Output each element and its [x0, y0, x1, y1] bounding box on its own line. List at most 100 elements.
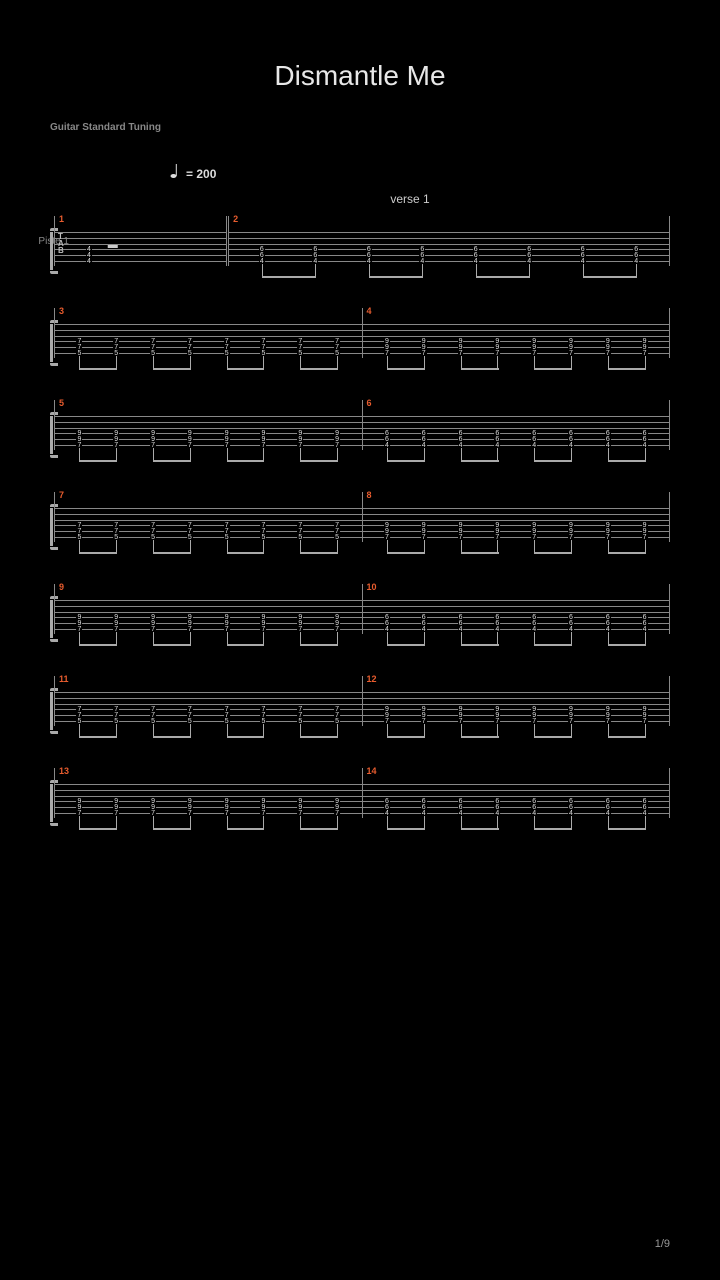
- beam: [461, 552, 499, 554]
- beat: 664: [455, 416, 467, 462]
- beat: 664: [363, 232, 375, 278]
- beat: 997: [147, 416, 159, 462]
- beam: [387, 368, 425, 370]
- beat: 775: [257, 324, 269, 370]
- beam: [153, 368, 191, 370]
- beat: 997: [491, 508, 503, 554]
- beam: [153, 552, 191, 554]
- beam: [227, 736, 264, 738]
- beat: 664: [523, 232, 535, 278]
- beam: [227, 828, 264, 830]
- beat: 997: [602, 508, 614, 554]
- measure: 7775775775775775775775775: [54, 492, 362, 542]
- beam: [387, 460, 425, 462]
- beat: 775: [221, 692, 233, 738]
- beat: 664: [528, 416, 540, 462]
- beat: 997: [602, 324, 614, 370]
- measure: 5997997997997997997997997: [54, 400, 362, 450]
- beam: [535, 368, 572, 370]
- beat: 664: [455, 600, 467, 646]
- beat: 775: [73, 692, 85, 738]
- beat: 997: [294, 416, 306, 462]
- beam: [153, 644, 191, 646]
- beat: 997: [221, 784, 233, 830]
- tempo-row: = 200: [170, 163, 670, 184]
- tuning-label: Guitar Standard Tuning: [50, 122, 670, 133]
- measure: 2664664664664664664664664: [226, 216, 670, 266]
- beat: 664: [639, 600, 651, 646]
- beat: 997: [221, 600, 233, 646]
- beat: 997: [381, 692, 393, 738]
- beam: [387, 828, 425, 830]
- measure: 9997997997997997997997997: [54, 584, 362, 634]
- beat: 664: [309, 232, 321, 278]
- beat: 997: [565, 324, 577, 370]
- beam: [387, 736, 425, 738]
- beat: 664: [602, 600, 614, 646]
- tab-system: 9997997997997997997997997106646646646646…: [50, 584, 670, 634]
- measure: 10664664664664664664664664: [362, 584, 671, 634]
- beat: 997: [565, 692, 577, 738]
- beam: [583, 276, 637, 278]
- beat: 997: [73, 600, 85, 646]
- beam: [227, 368, 264, 370]
- beat: 664: [470, 232, 482, 278]
- beam: [300, 368, 338, 370]
- beat: 664: [381, 600, 393, 646]
- beat: 997: [455, 692, 467, 738]
- beam: [461, 460, 499, 462]
- beat: 775: [331, 692, 343, 738]
- beam: [300, 828, 338, 830]
- beat: 997: [455, 324, 467, 370]
- beat: 664: [381, 784, 393, 830]
- beat: 775: [257, 508, 269, 554]
- bar-number: 5: [59, 398, 64, 408]
- beat: 664: [565, 416, 577, 462]
- measure: 3775775775775775775775775: [54, 308, 362, 358]
- beat: 997: [110, 416, 122, 462]
- beat: 997: [221, 416, 233, 462]
- beam: [461, 644, 499, 646]
- beam: [300, 644, 338, 646]
- beam: [387, 552, 425, 554]
- beat: 664: [491, 600, 503, 646]
- beam: [79, 736, 117, 738]
- bar-number: 10: [367, 582, 377, 592]
- beat: 997: [528, 692, 540, 738]
- beat: 997: [455, 508, 467, 554]
- bar-number: 7: [59, 490, 64, 500]
- beat: 775: [110, 324, 122, 370]
- beat: 997: [73, 416, 85, 462]
- beat: 664: [639, 784, 651, 830]
- beat: 664: [416, 232, 428, 278]
- beam: [79, 368, 117, 370]
- beat: 775: [184, 692, 196, 738]
- beat: 664: [630, 232, 642, 278]
- beat: 997: [491, 692, 503, 738]
- beat: 997: [294, 784, 306, 830]
- bar-number: 9: [59, 582, 64, 592]
- beam: [300, 460, 338, 462]
- beat: 775: [331, 508, 343, 554]
- beat: 664: [418, 784, 430, 830]
- beam: [608, 368, 646, 370]
- beat: 664: [528, 784, 540, 830]
- beat: 997: [147, 784, 159, 830]
- beat: 997: [331, 784, 343, 830]
- beat: 997: [331, 600, 343, 646]
- beam: [227, 552, 264, 554]
- beat: 997: [418, 324, 430, 370]
- beat: 775: [294, 324, 306, 370]
- beat: 775: [294, 692, 306, 738]
- bar-number: 11: [59, 674, 69, 684]
- measure: 6664664664664664664664664: [362, 400, 671, 450]
- beat: 997: [294, 600, 306, 646]
- beat: 997: [184, 416, 196, 462]
- beat: 664: [639, 416, 651, 462]
- beam: [608, 828, 646, 830]
- beat: 664: [528, 600, 540, 646]
- beam: [227, 644, 264, 646]
- beat: 997: [147, 600, 159, 646]
- beat: 997: [331, 416, 343, 462]
- tempo-value: = 200: [186, 167, 216, 181]
